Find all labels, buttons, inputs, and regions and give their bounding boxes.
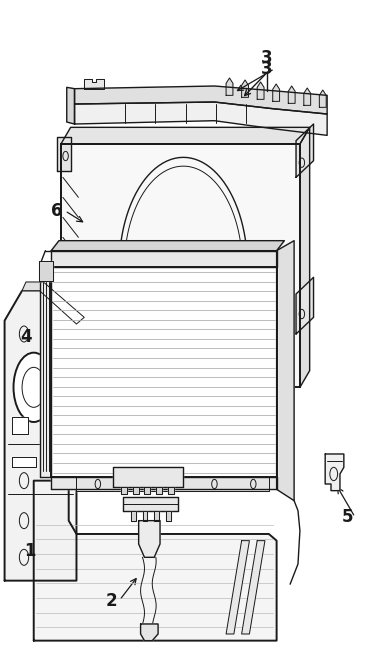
- Polygon shape: [51, 250, 277, 267]
- Text: 2: 2: [106, 592, 117, 610]
- Polygon shape: [156, 488, 162, 494]
- Text: 3: 3: [261, 59, 273, 77]
- Polygon shape: [242, 80, 248, 98]
- Polygon shape: [139, 520, 160, 557]
- Polygon shape: [296, 277, 314, 334]
- Polygon shape: [67, 88, 74, 124]
- Polygon shape: [242, 540, 265, 634]
- Polygon shape: [51, 267, 277, 478]
- Circle shape: [14, 353, 54, 422]
- Polygon shape: [61, 128, 310, 144]
- Polygon shape: [142, 510, 147, 520]
- Polygon shape: [133, 488, 139, 494]
- Polygon shape: [51, 240, 284, 250]
- Polygon shape: [12, 418, 28, 434]
- Polygon shape: [123, 497, 177, 510]
- Polygon shape: [12, 458, 35, 468]
- Polygon shape: [57, 138, 71, 171]
- Polygon shape: [319, 90, 326, 108]
- Polygon shape: [76, 478, 269, 491]
- Polygon shape: [166, 510, 170, 520]
- Polygon shape: [168, 488, 174, 494]
- Polygon shape: [288, 86, 295, 104]
- Text: 4: 4: [20, 329, 32, 346]
- Polygon shape: [226, 540, 250, 634]
- Polygon shape: [113, 468, 183, 488]
- Polygon shape: [325, 454, 344, 491]
- Polygon shape: [39, 261, 53, 281]
- Text: 1: 1: [24, 542, 35, 560]
- Polygon shape: [51, 478, 277, 490]
- Polygon shape: [277, 240, 294, 500]
- Polygon shape: [34, 481, 277, 641]
- Text: 6: 6: [51, 202, 63, 220]
- Polygon shape: [304, 88, 311, 106]
- Polygon shape: [144, 488, 150, 494]
- Text: 3: 3: [261, 49, 273, 67]
- Polygon shape: [257, 82, 264, 100]
- Polygon shape: [74, 86, 327, 114]
- Polygon shape: [74, 102, 327, 136]
- Polygon shape: [296, 124, 314, 177]
- Text: 5: 5: [342, 508, 353, 526]
- Polygon shape: [273, 84, 280, 102]
- Polygon shape: [154, 510, 159, 520]
- Polygon shape: [5, 291, 76, 580]
- Polygon shape: [84, 79, 104, 89]
- Polygon shape: [22, 282, 84, 324]
- Polygon shape: [121, 488, 127, 494]
- Polygon shape: [300, 128, 310, 387]
- Polygon shape: [140, 624, 158, 641]
- Polygon shape: [226, 78, 233, 96]
- Polygon shape: [131, 510, 136, 520]
- Polygon shape: [40, 267, 51, 478]
- Polygon shape: [61, 144, 300, 387]
